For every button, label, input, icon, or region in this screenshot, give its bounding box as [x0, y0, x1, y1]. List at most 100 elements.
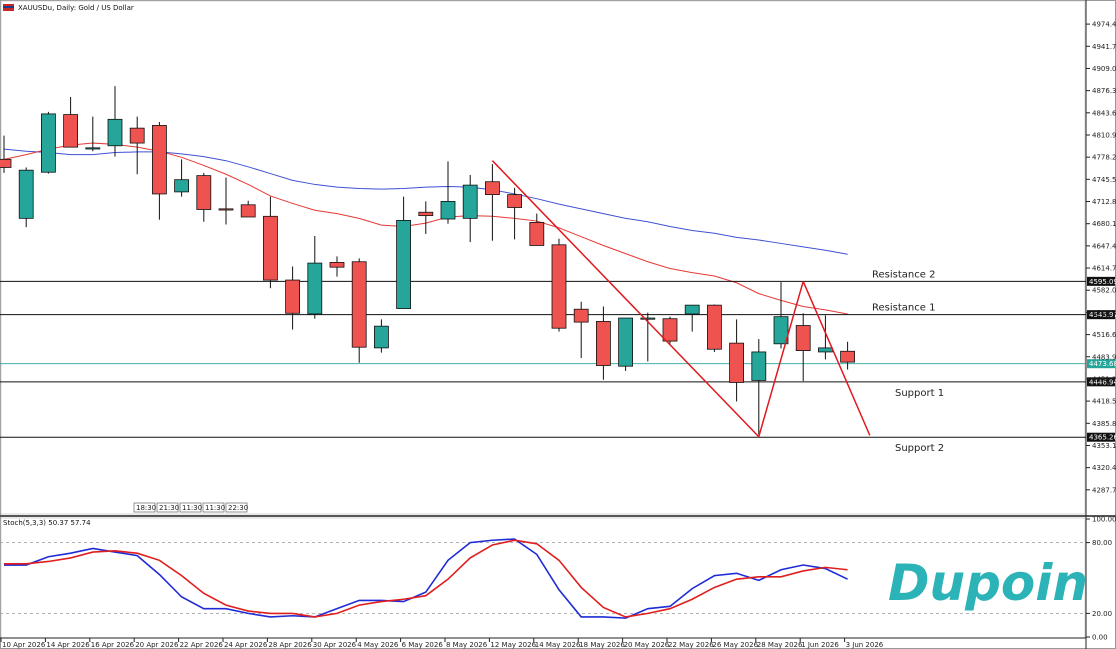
stoch-title: Stoch(5,3,3) 50.37 57.74	[3, 519, 91, 527]
bullish-candle	[85, 147, 101, 150]
bearish-candle	[196, 175, 212, 210]
price-tick-label: 4516.60	[1092, 331, 1116, 339]
trendline	[758, 281, 804, 437]
trendline	[491, 160, 760, 438]
level-price-tag-label: 4365.26	[1089, 434, 1116, 442]
price-tick-label: 4745.50	[1092, 176, 1116, 184]
time-axis[interactable]: 10 Apr 2026 14 Apr 2026 16 Apr 2026 20 Apr …	[0, 637, 1086, 649]
price-tick-label: 4418.50	[1092, 398, 1116, 406]
time-badge-label: 11:30	[182, 504, 202, 512]
price-axis[interactable]: 4974.40 4941.70 4909.00 4876.30 4843.60 4810.…	[1086, 21, 1116, 495]
bullish-candle	[640, 317, 656, 320]
price-tick-label: 4320.40	[1092, 464, 1116, 472]
current-price-tag-label: 4473.68	[1089, 360, 1116, 368]
bullish-candle	[684, 304, 700, 315]
time-tick-label: 28 Apr 2026	[268, 641, 312, 649]
bearish-candle	[707, 304, 722, 350]
current-price-tag	[1087, 359, 1115, 369]
time-tick-label: 1 Jun 2026	[801, 641, 839, 649]
bearish-candle	[0, 158, 12, 168]
brand-logo: Dupoin	[888, 554, 1088, 612]
bullish-candle	[373, 325, 389, 349]
time-badge-label: 18:30	[136, 504, 156, 512]
bearish-candle	[351, 261, 367, 348]
bearish-candle	[240, 204, 256, 218]
time-tick-label: 3 Jun 2026	[846, 641, 884, 649]
time-tick-label: 14 Apr 2026	[46, 641, 90, 649]
level-price-tag-label: 4545.97	[1089, 311, 1116, 319]
trendlines	[491, 160, 871, 438]
time-tick-label: 28 May 2026	[757, 641, 803, 649]
stoch-d-line	[4, 539, 848, 618]
time-badge	[202, 502, 225, 513]
time-tick-label: 20 Apr 2026	[135, 641, 179, 649]
trendline	[802, 281, 871, 436]
time-tick-label: 26 May 2026	[712, 641, 758, 649]
bearish-candle	[662, 318, 678, 342]
bearish-candle	[529, 222, 545, 246]
level-label: Resistance 1	[872, 303, 935, 314]
time-badge-label: 22:30	[228, 504, 248, 512]
time-tick-label: 16 Apr 2026	[91, 641, 135, 649]
price-tick-label: 4778.20	[1092, 154, 1116, 162]
bullish-candle	[18, 169, 34, 219]
bearish-candle	[285, 279, 301, 314]
price-tick-label: 4647.40	[1092, 242, 1116, 250]
time-tick-label: 10 Apr 2026	[2, 641, 46, 649]
price-tick-label: 4680.10	[1092, 220, 1116, 228]
bearish-candle	[63, 114, 78, 148]
bearish-candle	[129, 127, 145, 144]
stoch-tick-label: 0.00	[1092, 634, 1108, 642]
time-badges: 18:30 21:30 11:30 11:30 22:30	[133, 502, 248, 513]
bearish-candle	[218, 208, 234, 211]
candlesticks	[0, 86, 855, 435]
bullish-candle	[618, 317, 633, 367]
level-price-tag-label: 4595.09	[1089, 278, 1116, 286]
bearish-candle	[596, 321, 611, 366]
time-tick-label: 18 May 2026	[579, 641, 625, 649]
symbol-flag-icon-stripe	[3, 6, 14, 8]
stoch-tick-label: 100.00	[1092, 516, 1116, 524]
time-badge	[179, 502, 202, 513]
price-tick-label: 4712.80	[1092, 198, 1116, 206]
time-tick-label: 22 May 2026	[668, 641, 714, 649]
price-tick-label: 4582.00	[1092, 287, 1116, 295]
price-tick-label: 4614.70	[1092, 265, 1116, 273]
bearish-candle	[262, 215, 278, 281]
level-price-tag-label: 4446.94	[1089, 378, 1116, 386]
stoch-tick-label: 20.00	[1092, 610, 1112, 618]
level-price-tag	[1087, 310, 1115, 320]
bullish-candle	[307, 262, 323, 315]
time-tick-label: 6 May 2026	[402, 641, 444, 649]
time-badge-label: 11:30	[205, 504, 225, 512]
bullish-candle	[174, 179, 190, 193]
time-tick-label: 30 Apr 2026	[313, 641, 357, 649]
price-tick-label: 4941.70	[1092, 43, 1116, 51]
stochastic-oscillator: 100.00 80.00 20.00 0.00	[0, 516, 1116, 642]
price-tick-label: 4876.30	[1092, 87, 1116, 95]
support-resistance-levels: Resistance 2 4595.09 Resistance 1 4545.97 Su…	[0, 269, 1116, 454]
bullish-candle	[773, 316, 789, 345]
time-badge-label: 21:30	[159, 504, 179, 512]
bullish-candle	[818, 347, 833, 353]
bearish-candle	[484, 181, 500, 196]
time-tick-label: 20 May 2026	[624, 641, 670, 649]
time-badge	[156, 502, 179, 513]
bearish-candle	[729, 342, 744, 383]
time-tick-label: 24 Apr 2026	[224, 641, 268, 649]
price-tick-label: 4843.60	[1092, 109, 1116, 117]
price-tick-label: 4385.80	[1092, 420, 1116, 428]
stoch-k-line	[4, 538, 848, 619]
time-tick-label: 4 May 2026	[357, 641, 399, 649]
bullish-candle	[107, 118, 123, 147]
level-price-tag	[1087, 432, 1115, 442]
level-label: Support 2	[895, 443, 944, 454]
bullish-candle	[462, 184, 478, 219]
main-plot-border	[0, 0, 1086, 515]
price-tick-label: 4549.30	[1092, 309, 1116, 317]
chart-header: XAUUSDu, Daily: Gold / US Dollar Stoch(5…	[3, 4, 134, 527]
level-label: Resistance 2	[872, 269, 935, 280]
level-price-tag	[1087, 276, 1115, 286]
level-label: Support 1	[895, 388, 944, 399]
